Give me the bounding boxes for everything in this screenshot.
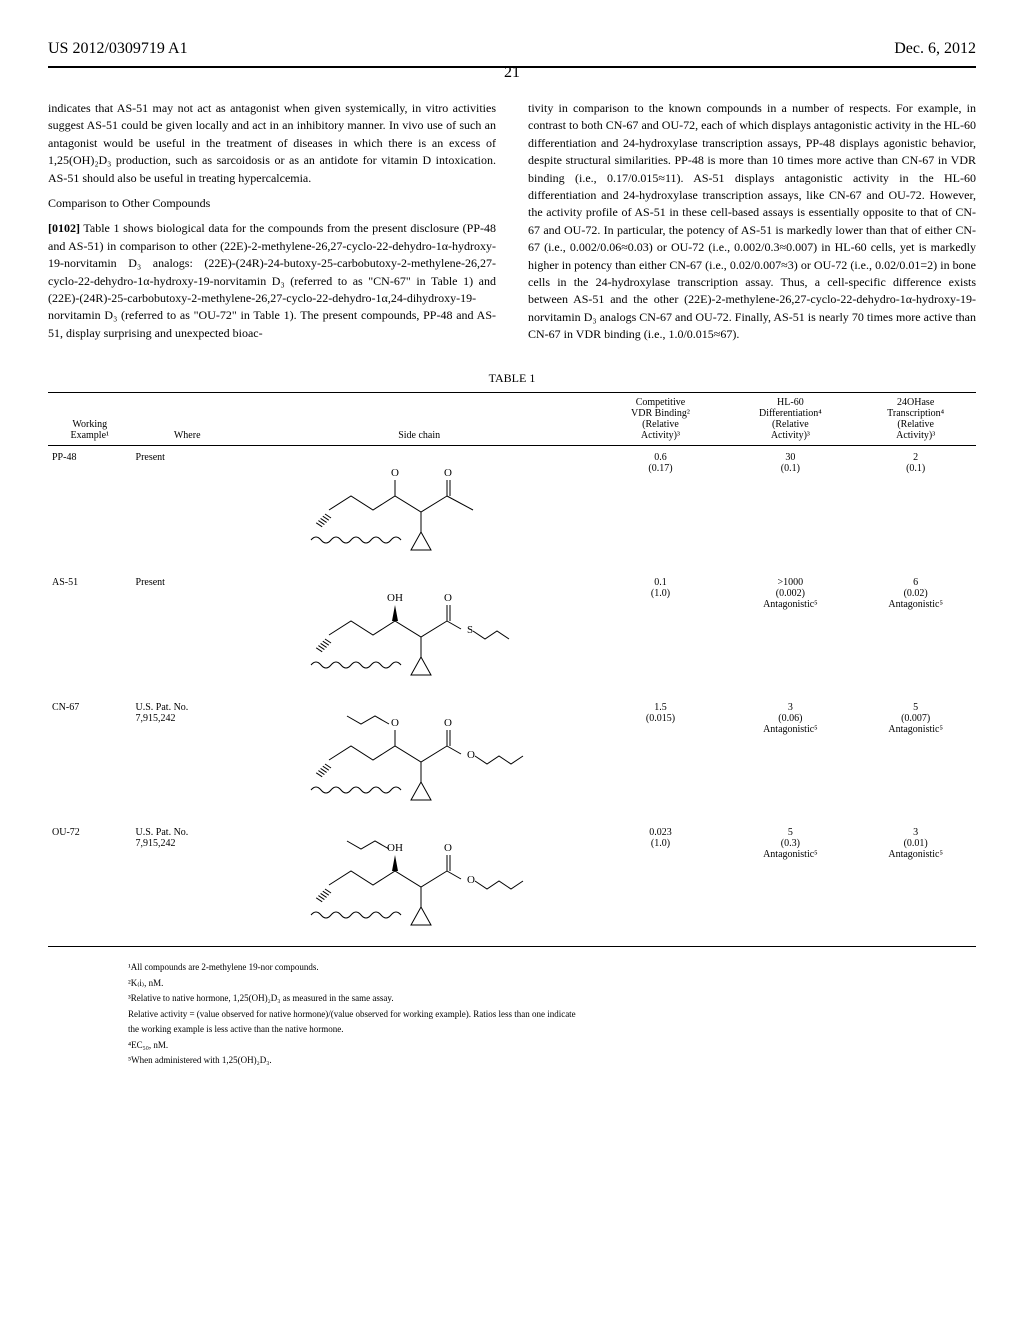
- footnote: ¹All compounds are 2-methylene 19-nor co…: [128, 961, 936, 975]
- cell-where: U.S. Pat. No.7,915,242: [132, 696, 243, 821]
- cell-vdr: 1.5(0.015): [596, 696, 726, 821]
- cell-side-chain: OH O O: [243, 821, 596, 947]
- pub-id: US 2012/0309719 A1: [48, 40, 188, 58]
- cell-where: Present: [132, 571, 243, 696]
- svg-text:O: O: [391, 467, 399, 479]
- para-number: [0102]: [48, 221, 80, 235]
- svg-text:O: O: [444, 467, 452, 479]
- cell-hl60: 30(0.1): [725, 446, 855, 572]
- para: tivity in comparison to the known compou…: [528, 100, 976, 343]
- left-column: indicates that AS-51 may not act as anta…: [48, 100, 496, 351]
- footnote: the working example is less active than …: [128, 1023, 936, 1037]
- right-column: tivity in comparison to the known compou…: [528, 100, 976, 351]
- table-row: AS-51Present OH O S 0.1(1.0)>1000(0.002)…: [48, 571, 976, 696]
- svg-text:O: O: [444, 842, 452, 854]
- th-vdr: CompetitiveVDR Binding²(RelativeActivity…: [596, 393, 726, 446]
- th-hl60: HL-60Differentiation⁴(RelativeActivity)³: [725, 393, 855, 446]
- subheading: Comparison to Other Compounds: [48, 195, 496, 212]
- svg-text:O: O: [467, 749, 475, 761]
- compound-table: WorkingExample¹ Where Side chain Competi…: [48, 392, 976, 947]
- para: indicates that AS-51 may not act as anta…: [48, 100, 496, 187]
- svg-text:OH: OH: [387, 842, 403, 854]
- svg-text:O: O: [444, 717, 452, 729]
- footnotes: ¹All compounds are 2-methylene 19-nor co…: [48, 961, 976, 1068]
- footnote: ⁵When administered with 1,25(OH)₂D₃.: [128, 1054, 936, 1068]
- svg-text:OH: OH: [387, 592, 403, 604]
- cell-side-chain: OH O S: [243, 571, 596, 696]
- cell-vdr: 0.1(1.0): [596, 571, 726, 696]
- footnote: ²K₍i₎, nM.: [128, 977, 936, 991]
- table-row: CN-67U.S. Pat. No.7,915,242 O O O 1.5(0.…: [48, 696, 976, 821]
- cell-where: Present: [132, 446, 243, 572]
- cell-ohase: 6(0.02)Antagonistic⁵: [855, 571, 976, 696]
- svg-text:O: O: [391, 717, 399, 729]
- cell-vdr: 0.023(1.0): [596, 821, 726, 947]
- cell-hl60: 5(0.3)Antagonistic⁵: [725, 821, 855, 947]
- cell-hl60: 3(0.06)Antagonistic⁵: [725, 696, 855, 821]
- cell-ohase: 5(0.007)Antagonistic⁵: [855, 696, 976, 821]
- svg-text:O: O: [467, 874, 475, 886]
- cell-ohase: 3(0.01)Antagonistic⁵: [855, 821, 976, 947]
- th-ohase: 24OHaseTranscription⁴(RelativeActivity)³: [855, 393, 976, 446]
- page-number: 21: [48, 64, 976, 82]
- body-columns: indicates that AS-51 may not act as anta…: [48, 100, 976, 351]
- svg-text:O: O: [444, 592, 452, 604]
- footnote: Relative activity = (value observed for …: [128, 1008, 936, 1022]
- cell-side-chain: O O: [243, 446, 596, 572]
- th-where: Where: [132, 393, 243, 446]
- cell-example: CN-67: [48, 696, 132, 821]
- svg-text:S: S: [467, 624, 473, 636]
- cell-example: AS-51: [48, 571, 132, 696]
- footnote: ³Relative to native hormone, 1,25(OH)₂D₃…: [128, 992, 936, 1006]
- cell-vdr: 0.6(0.17): [596, 446, 726, 572]
- cell-ohase: 2(0.1): [855, 446, 976, 572]
- cell-example: PP-48: [48, 446, 132, 572]
- table-label: TABLE 1: [48, 371, 976, 386]
- cell-example: OU-72: [48, 821, 132, 947]
- table-header-row: WorkingExample¹ Where Side chain Competi…: [48, 393, 976, 446]
- cell-side-chain: O O O: [243, 696, 596, 821]
- para-text: Table 1 shows biological data for the co…: [48, 221, 496, 339]
- th-working-example: WorkingExample¹: [48, 393, 132, 446]
- table-row: PP-48Present O O 0.6(0.17)30(0.1)2(0.1): [48, 446, 976, 572]
- th-side-chain: Side chain: [243, 393, 596, 446]
- footnote: ⁴EC₅₀, nM.: [128, 1039, 936, 1053]
- cell-where: U.S. Pat. No.7,915,242: [132, 821, 243, 947]
- table-row: OU-72U.S. Pat. No.7,915,242 OH O O 0.023…: [48, 821, 976, 947]
- para: [0102] Table 1 shows biological data for…: [48, 220, 496, 342]
- cell-hl60: >1000(0.002)Antagonistic⁵: [725, 571, 855, 696]
- pub-date: Dec. 6, 2012: [894, 40, 976, 58]
- table-body: PP-48Present O O 0.6(0.17)30(0.1)2(0.1)A…: [48, 446, 976, 947]
